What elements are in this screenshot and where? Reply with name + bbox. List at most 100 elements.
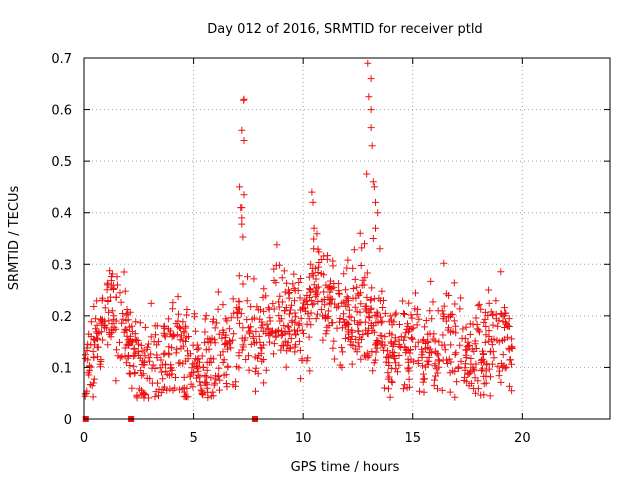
data-point (176, 359, 184, 367)
data-point (467, 379, 475, 387)
data-point (470, 365, 478, 373)
data-point (230, 330, 238, 338)
y-tick-label: 0.1 (51, 361, 72, 376)
data-point (83, 347, 91, 355)
data-point (299, 303, 307, 311)
data-point (345, 334, 353, 342)
data-point (369, 235, 377, 242)
data-point (256, 338, 264, 346)
data-point (404, 322, 412, 330)
data-point (203, 366, 211, 374)
data-point (189, 341, 197, 349)
data-point (472, 389, 479, 397)
data-point (369, 367, 377, 375)
data-point (189, 383, 197, 391)
data-point (369, 178, 377, 186)
data-point (463, 346, 471, 354)
data-point (460, 377, 468, 384)
data-point (241, 336, 249, 344)
data-point (209, 318, 217, 326)
data-point (434, 369, 442, 377)
data-point (108, 307, 116, 315)
data-point (474, 302, 482, 310)
data-point (364, 59, 372, 67)
data-point (93, 321, 101, 329)
data-point (319, 312, 327, 320)
data-point (104, 341, 112, 349)
data-point (365, 309, 373, 317)
data-point (486, 348, 494, 356)
data-point (237, 310, 245, 318)
data-point (291, 297, 298, 305)
data-point (260, 341, 268, 349)
data-point (409, 324, 417, 332)
data-point (473, 325, 481, 333)
data-point (280, 267, 288, 275)
data-point (309, 271, 317, 279)
y-tick-label: 0.4 (51, 207, 72, 222)
data-point (292, 313, 300, 321)
data-point (245, 352, 252, 360)
data-point (93, 297, 101, 305)
data-point (249, 334, 257, 342)
data-point (505, 382, 513, 390)
data-point (485, 299, 493, 307)
data-point (465, 341, 472, 349)
data-point (116, 289, 124, 297)
data-point (140, 391, 148, 399)
data-point (485, 337, 493, 345)
data-point (117, 298, 125, 306)
data-point (421, 323, 429, 331)
data-point (435, 363, 443, 371)
data-point (290, 285, 298, 293)
data-point (286, 310, 293, 318)
data-point (301, 296, 309, 304)
data-point (434, 307, 442, 315)
data-point (442, 317, 450, 325)
data-point (82, 351, 89, 359)
data-point (235, 298, 243, 306)
data-point (297, 275, 305, 282)
data-point (281, 307, 288, 315)
data-point (176, 324, 183, 331)
data-point (192, 327, 200, 335)
data-point (477, 391, 485, 399)
data-point (214, 373, 222, 381)
data-point (140, 390, 147, 398)
data-point (390, 349, 398, 357)
data-point (336, 361, 344, 369)
data-point (253, 303, 261, 311)
data-point (201, 328, 209, 336)
data-point (203, 379, 211, 387)
data-point (388, 316, 396, 324)
data-point (113, 346, 120, 354)
data-point (456, 341, 464, 349)
data-point (307, 286, 314, 294)
data-point (356, 308, 364, 316)
data-point (222, 380, 230, 387)
data-point (355, 319, 363, 327)
data-point (141, 323, 149, 331)
data-point (348, 360, 356, 368)
data-point (405, 346, 413, 354)
data-point (452, 322, 460, 330)
data-point (347, 338, 355, 346)
data-point (405, 364, 413, 372)
data-point (482, 323, 490, 330)
data-point (277, 346, 285, 354)
data-point (405, 299, 413, 307)
data-point (130, 362, 138, 370)
data-point (312, 291, 320, 299)
data-point (278, 274, 286, 282)
data-point (255, 332, 263, 340)
data-point (162, 367, 170, 375)
data-point (322, 330, 330, 338)
data-point (224, 345, 232, 353)
data-point (167, 364, 174, 372)
data-point (307, 297, 315, 304)
data-point (240, 137, 248, 144)
data-point (98, 317, 105, 325)
data-point (450, 317, 458, 325)
x-tick-label: 5 (189, 431, 197, 446)
data-point (216, 386, 223, 394)
